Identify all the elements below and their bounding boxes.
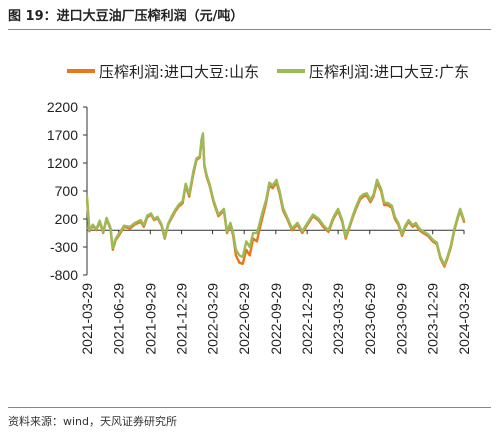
source-note: 资料来源：wind，天风证券研究所 — [8, 415, 178, 428]
series-line-guangdong — [85, 132, 466, 267]
x-tick-label: 2021-12-29 — [174, 283, 190, 355]
x-tick-label: 2022-06-29 — [236, 283, 252, 355]
y-tick-label: 1200 — [47, 155, 78, 171]
y-tick-label: 700 — [55, 183, 79, 199]
x-tick-label: 2023-06-29 — [362, 283, 378, 355]
y-tick-label: 1700 — [47, 127, 78, 143]
x-tick-label: 2021-09-29 — [142, 283, 158, 355]
y-tick-label: 2200 — [47, 99, 78, 115]
x-tick-label: 2024-03-29 — [456, 283, 472, 355]
x-tick-label: 2021-06-29 — [111, 283, 127, 355]
y-tick-label: 200 — [55, 211, 79, 227]
source-divider — [8, 407, 491, 408]
x-tick-label: 2022-09-29 — [268, 283, 284, 355]
x-tick-label: 2022-12-29 — [299, 283, 315, 355]
chart-title: 图 19：进口大豆油厂压榨利润（元/吨） — [8, 9, 244, 24]
y-tick-label: -800 — [50, 267, 78, 283]
series-line-shandong — [85, 133, 466, 268]
x-tick-label: 2022-03-29 — [205, 283, 221, 355]
legend-label-guangdong: 压榨利润:进口大豆:广东 — [309, 63, 469, 81]
legend-label-shandong: 压榨利润:进口大豆:山东 — [99, 63, 259, 81]
x-tick-label: 2021-03-29 — [79, 283, 95, 355]
x-tick-label: 2023-12-29 — [425, 283, 441, 355]
y-tick-label: -300 — [50, 239, 78, 255]
x-tick-label: 2023-09-29 — [393, 283, 409, 355]
x-tick-label: 2023-03-29 — [330, 283, 346, 355]
title-divider — [8, 29, 491, 30]
